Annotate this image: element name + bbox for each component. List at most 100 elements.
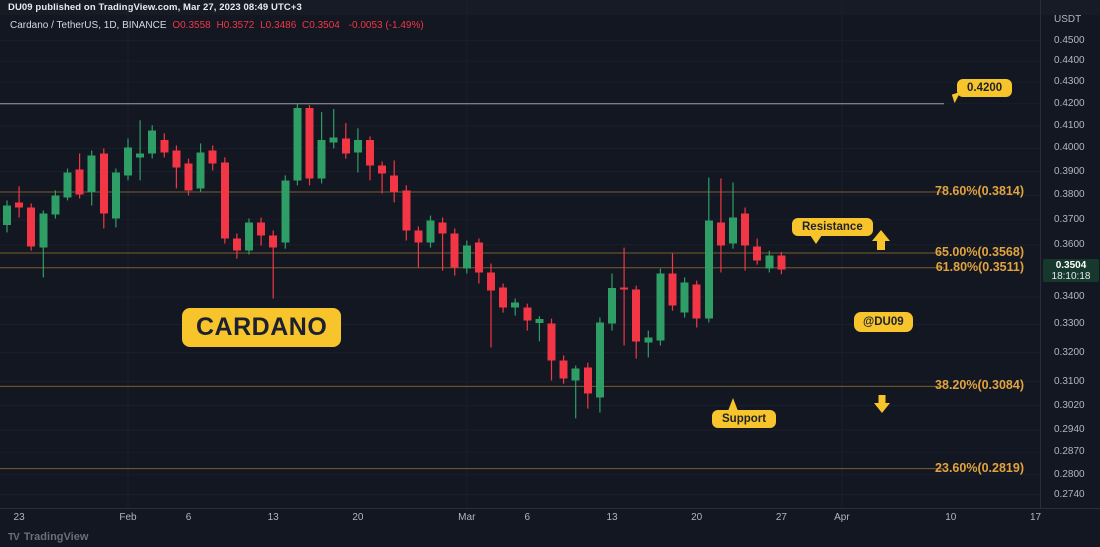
time-tick-label: 20	[691, 512, 703, 523]
candle-body	[644, 337, 653, 343]
price-tick-label: 0.4100	[1054, 119, 1085, 131]
candle-body	[716, 222, 725, 246]
price-tick-label: 0.4000	[1054, 142, 1085, 154]
candle-body	[305, 108, 314, 179]
candle-body	[620, 287, 629, 290]
price-level-callout[interactable]: 0.4200	[957, 79, 1013, 97]
bar-countdown: 18:10:18	[1051, 270, 1091, 282]
candle-body	[474, 242, 483, 273]
change-label: -0.0053 (-1.49%)	[348, 20, 424, 31]
price-tick-label: 0.2870	[1054, 446, 1085, 458]
candle-body	[704, 220, 713, 319]
candle-body	[777, 255, 786, 270]
author-handle-label[interactable]: @DU09	[854, 312, 913, 332]
price-tick-label: 0.3600	[1054, 238, 1085, 250]
price-tick-label: 0.3020	[1054, 399, 1085, 411]
candle-body	[499, 287, 508, 308]
candle-body	[390, 175, 399, 193]
high-label: H0.3572	[216, 20, 255, 31]
candle-body	[583, 367, 592, 394]
candle-body	[3, 205, 11, 226]
candle-body	[124, 147, 132, 176]
price-tick-label: 0.4400	[1054, 55, 1085, 67]
time-tick-label: Mar	[458, 512, 476, 523]
fib-level-label[interactable]: 23.60%(0.2819)	[935, 460, 1024, 475]
price-tick-label: 0.3300	[1054, 318, 1085, 330]
time-tick-label: Feb	[119, 512, 137, 523]
price-tick-label: 0.3100	[1054, 375, 1085, 387]
candle-body	[608, 288, 616, 324]
time-tick-label: 27	[775, 512, 787, 523]
price-tick-label: 0.4300	[1054, 76, 1085, 88]
top-band	[0, 0, 1100, 15]
candle-body	[753, 246, 762, 261]
candle-body	[257, 222, 266, 236]
price-tick-label: 0.3200	[1054, 346, 1085, 358]
candle-body	[511, 302, 520, 308]
support-callout[interactable]: Support	[712, 398, 777, 428]
fib-level-label[interactable]: 78.60%(0.3814)	[935, 184, 1024, 198]
candle-body	[487, 272, 495, 291]
fib-level-label[interactable]: 61.80%(0.3511)	[935, 259, 1024, 274]
time-tick-label: 17	[1029, 512, 1042, 523]
candle-body	[148, 130, 157, 154]
last-price-value: 0.3504	[1055, 259, 1087, 271]
price-tick-label: 0.3400	[1054, 291, 1085, 303]
candle-body	[111, 172, 120, 219]
resistance-callout[interactable]: Resistance	[792, 218, 873, 244]
candle-body	[571, 368, 580, 381]
time-tick-label: 6	[185, 512, 192, 523]
time-axis-border	[0, 508, 1100, 509]
up-arrow-icon[interactable]	[869, 229, 895, 253]
symbol-title: Cardano / TetherUS, 1D, BINANCE	[10, 20, 167, 31]
candle-body	[547, 323, 556, 361]
candle-body	[172, 150, 181, 168]
candle-body	[51, 195, 60, 215]
time-axis[interactable]: 23 Feb 6 13 20 Mar 6 13 20 27 Apr 10 17	[0, 509, 1100, 531]
candle-body	[656, 273, 665, 341]
currency-label: USDT	[1054, 14, 1082, 25]
candle-body	[232, 238, 241, 251]
candle-body	[99, 153, 108, 214]
cardano-ticker-label[interactable]: CARDANO	[182, 308, 342, 347]
tradingview-logo[interactable]: TV TradingView	[8, 531, 88, 543]
candle-body	[341, 138, 350, 154]
time-tick-label: 13	[606, 512, 618, 523]
time-tick-label: 13	[267, 512, 279, 523]
candle-body	[426, 220, 435, 243]
price-tick-label: 0.3700	[1054, 213, 1085, 225]
candle-body	[366, 140, 374, 166]
candle-body	[317, 140, 326, 179]
candle-body	[208, 150, 217, 164]
price-tick-label: 0.2800	[1054, 468, 1085, 480]
symbol-legend[interactable]: Cardano / TetherUS, 1D, BINANCE O0.3558 …	[10, 20, 424, 31]
candle-body	[523, 307, 532, 321]
candle-body	[729, 217, 737, 244]
candle-body	[196, 152, 205, 189]
price-tick-label: 0.4200	[1054, 97, 1085, 109]
open-label: O0.3558	[172, 20, 211, 31]
time-tick-label: 10	[945, 512, 957, 523]
tv-logo-text: TradingView	[23, 531, 89, 543]
candle-body	[293, 108, 302, 181]
candle-body	[15, 202, 24, 208]
price-tick-label: 0.3900	[1054, 165, 1085, 177]
low-label: L0.3486	[260, 20, 297, 31]
candle-body	[220, 162, 229, 239]
candle-body	[136, 153, 145, 158]
time-tick-label: 23	[13, 512, 25, 523]
candle-body	[378, 165, 387, 174]
candle-body	[281, 180, 290, 243]
candle-body	[402, 190, 411, 231]
price-tick-label: 0.3800	[1054, 189, 1085, 201]
fib-level-label[interactable]: 65.00%(0.3568)	[935, 245, 1024, 259]
price-axis-border	[1040, 0, 1041, 508]
candle-body	[535, 318, 544, 324]
price-axis[interactable]: 0.4500 0.4400 0.4300 0.4200 0.4100 0.4000 0.39…	[1041, 0, 1100, 508]
fib-level-label[interactable]: 38.20%(0.3084)	[935, 378, 1024, 393]
candle-body	[27, 207, 36, 247]
publish-info: DU09 published on TradingView.com, Mar 2…	[8, 2, 302, 13]
down-arrow-icon[interactable]	[871, 394, 893, 414]
candle-body	[632, 289, 641, 342]
